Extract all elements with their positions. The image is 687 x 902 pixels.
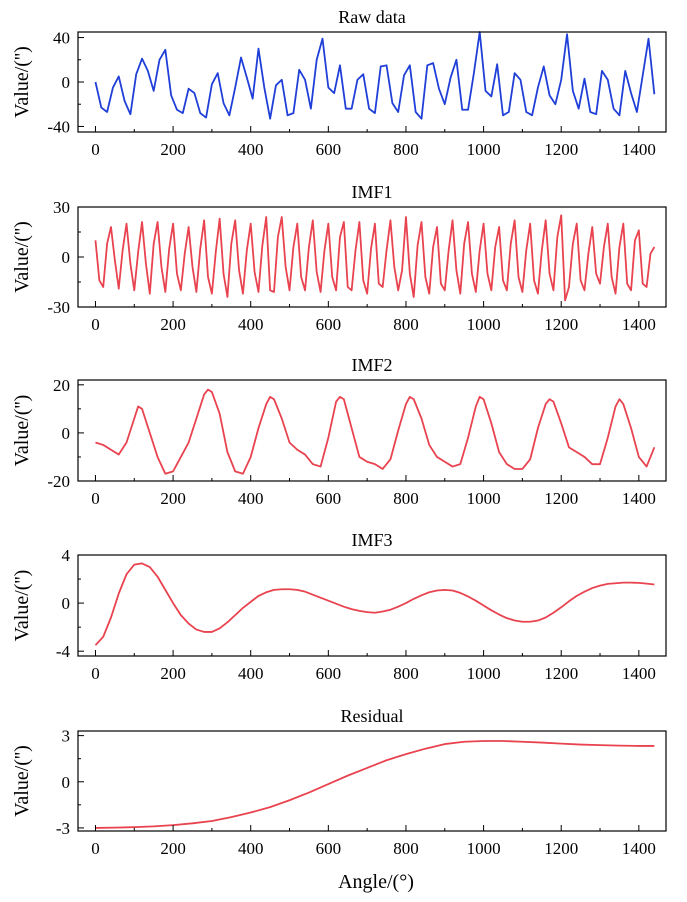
y-tick-label: 0 [62, 594, 71, 613]
x-tick-label: 600 [316, 489, 342, 508]
plot-frame [77, 554, 667, 657]
x-tick-label: 800 [393, 839, 419, 858]
x-tick-label: 1200 [544, 664, 578, 683]
x-tick-label: 600 [316, 315, 342, 334]
series-line [94, 562, 655, 646]
y-axis-label: Value/('') [11, 395, 33, 467]
panel-2: IMF1 Value/('') 0 200 400 600 800 1000 1200 1400 -… [11, 182, 667, 334]
y-axis-label: Value/('') [11, 570, 33, 642]
x-tick-label: 800 [393, 489, 419, 508]
x-tick-label: 200 [160, 315, 186, 334]
y-tick-label: -30 [47, 298, 70, 317]
x-tick-label: 1200 [544, 315, 578, 334]
x-tick-label: 200 [160, 839, 186, 858]
x-tick-label: 400 [238, 140, 264, 159]
x-tick-label: 400 [238, 315, 264, 334]
x-tick-label: 0 [91, 489, 100, 508]
y-tick-label: -40 [47, 117, 70, 136]
panel-title: Residual [341, 706, 404, 726]
series-line [94, 214, 656, 302]
x-tick-label: 1200 [544, 489, 578, 508]
y-axis-label: Value/('') [11, 221, 33, 293]
y-tick-label: 20 [53, 376, 70, 395]
x-tick-label: 1200 [544, 839, 578, 858]
y-tick-label: 0 [62, 773, 71, 792]
x-tick-label: 1000 [467, 664, 501, 683]
x-tick-label: 1400 [622, 664, 656, 683]
x-tick-label: 800 [393, 315, 419, 334]
panel-title: IMF3 [351, 530, 392, 550]
x-tick-label: 200 [160, 664, 186, 683]
y-tick-label: 0 [62, 248, 71, 267]
y-axis-label: Value/('') [11, 745, 33, 817]
panel-5: Residual Value/('') 0 200 400 600 800 1000 1200 1… [11, 706, 667, 858]
series-line [95, 388, 656, 475]
y-tick-label: -20 [47, 472, 70, 491]
x-axis-label: Angle/(°) [338, 871, 414, 893]
panel-title: Raw data [338, 7, 405, 27]
x-tick-label: 1200 [544, 140, 578, 159]
plot-frame [77, 31, 667, 133]
x-tick-label: 0 [91, 315, 100, 334]
x-tick-label: 1400 [622, 140, 656, 159]
plot-frame [77, 379, 667, 482]
x-tick-label: 0 [91, 664, 100, 683]
x-tick-label: 1400 [622, 839, 656, 858]
y-tick-label: 40 [53, 29, 70, 48]
y-tick-label: 3 [62, 727, 71, 746]
x-tick-label: 1000 [467, 489, 501, 508]
y-tick-label: 0 [62, 424, 71, 443]
x-tick-label: 1400 [622, 315, 656, 334]
x-tick-label: 1000 [467, 315, 501, 334]
x-tick-label: 200 [160, 489, 186, 508]
x-tick-label: 1400 [622, 489, 656, 508]
x-tick-label: 400 [238, 489, 264, 508]
x-tick-label: 400 [238, 839, 264, 858]
series-line [95, 740, 655, 829]
panel-title: IMF1 [351, 182, 392, 202]
x-tick-label: 400 [238, 664, 264, 683]
x-tick-label: 0 [91, 140, 100, 159]
x-tick-label: 1000 [467, 140, 501, 159]
y-tick-label: -3 [56, 819, 70, 838]
series-line [94, 31, 656, 120]
y-tick-label: 30 [53, 198, 70, 217]
x-tick-label: 800 [393, 140, 419, 159]
x-tick-label: 600 [316, 140, 342, 159]
x-tick-label: 600 [316, 664, 342, 683]
y-tick-label: 0 [62, 73, 71, 92]
y-axis-label: Value/('') [11, 46, 33, 118]
y-tick-label: 4 [62, 546, 71, 565]
x-tick-label: 600 [316, 839, 342, 858]
panel-4: IMF3 Value/('') 0 200 400 600 800 1000 1200 1400 -… [11, 530, 667, 683]
x-tick-label: 800 [393, 664, 419, 683]
panel-title: IMF2 [351, 355, 392, 375]
y-tick-label: -4 [56, 642, 71, 661]
x-tick-label: 0 [91, 839, 100, 858]
x-tick-label: 1000 [467, 839, 501, 858]
plot-frame [77, 730, 667, 832]
x-tick-label: 200 [160, 140, 186, 159]
